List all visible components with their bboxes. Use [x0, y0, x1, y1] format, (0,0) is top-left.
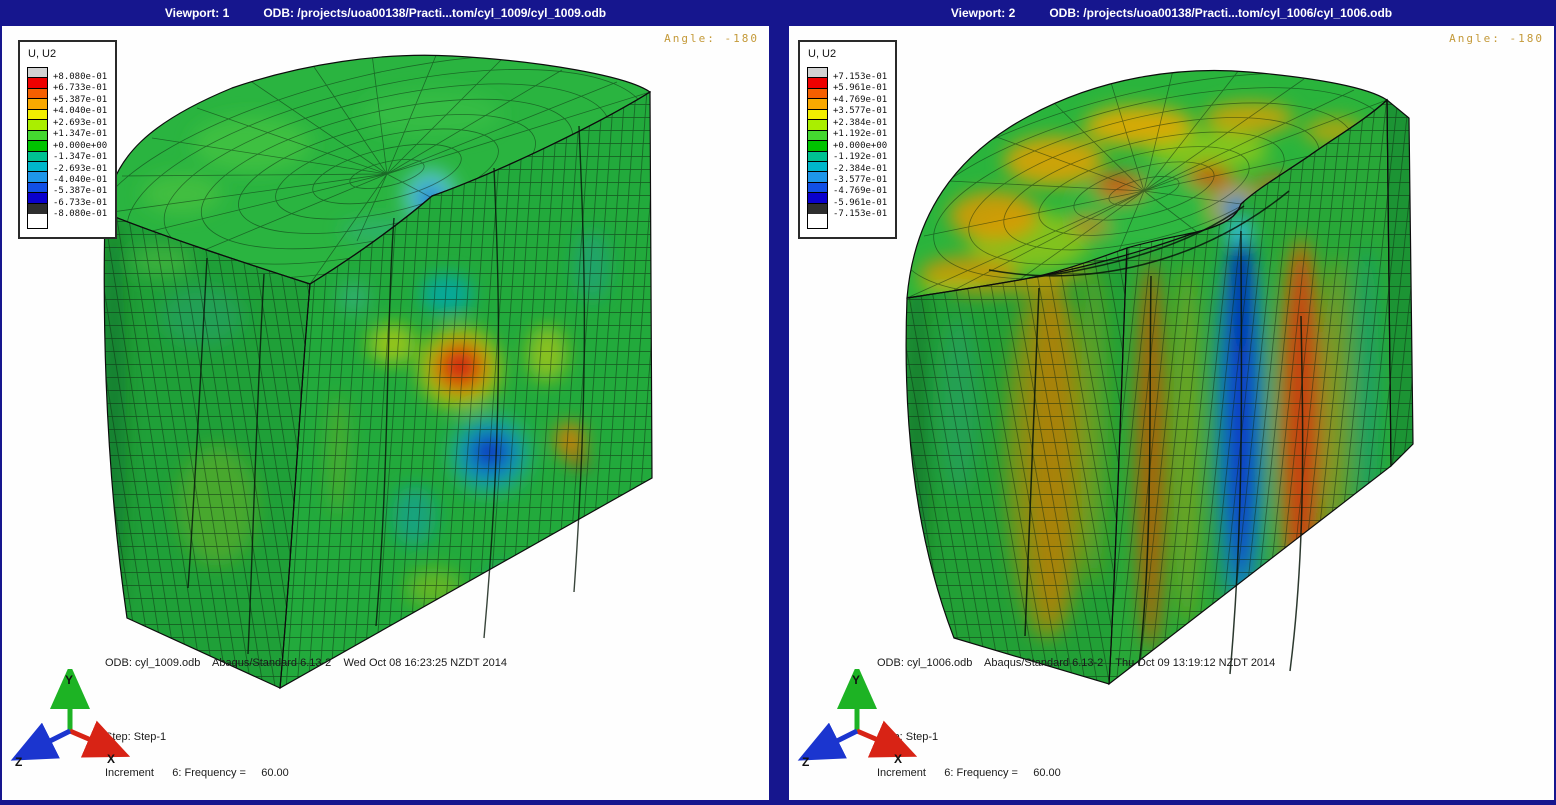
legend-value-label: -7.153e-01 — [833, 209, 888, 220]
legend-value-label: +0.000e+00 — [53, 140, 108, 151]
legend-value-label: +3.577e-01 — [833, 106, 888, 117]
legend-band — [808, 120, 827, 131]
legend-value-label: +2.384e-01 — [833, 117, 888, 128]
legend-band — [808, 99, 827, 110]
legend-band — [28, 141, 47, 152]
legend-band — [808, 193, 827, 204]
viewport-2: Viewport: 2 ODB: /projects/uoa00138/Prac… — [787, 0, 1556, 802]
legend-band — [28, 193, 47, 204]
contour-legend: U, U2 +7.153e-01 +5.961e-01 +4.769e-01 +3.5… — [798, 40, 898, 239]
legend-band — [808, 109, 827, 121]
legend-band — [28, 161, 47, 173]
legend-band — [808, 141, 827, 152]
legend-band — [808, 88, 827, 100]
legend-value-label: +6.733e-01 — [53, 83, 108, 94]
view-orientation-triad: Y X Z — [10, 669, 131, 769]
legend-value-label: -5.387e-01 — [53, 186, 108, 197]
legend-value-label: +1.192e-01 — [833, 129, 888, 140]
triad-y-label: Y — [852, 673, 860, 687]
legend-value-label: +4.769e-01 — [833, 94, 888, 105]
legend-value-label: -3.577e-01 — [833, 174, 888, 185]
legend-value-label: -2.693e-01 — [53, 163, 108, 174]
legend-band — [808, 172, 827, 183]
triad-y-label: Y — [65, 673, 73, 687]
legend-band — [808, 182, 827, 194]
state-line-increment: Increment 6: Frequency = 60.00 — [877, 767, 1061, 779]
x-axis-arrow — [69, 720, 131, 758]
legend-title: U, U2 — [28, 48, 57, 60]
legend-body: +7.153e-01 +5.961e-01 +4.769e-01 +3.577e-01… — [807, 67, 887, 229]
legend-band — [28, 120, 47, 131]
triad-x-label: X — [107, 752, 115, 766]
legend-value-label: -1.347e-01 — [53, 152, 108, 163]
legend-value-label: -1.192e-01 — [833, 152, 888, 163]
viewport-number-label: Viewport: 2 — [950, 6, 1016, 20]
state-line-increment: Increment 6: Frequency = 60.00 — [105, 767, 289, 779]
legend-band — [28, 182, 47, 194]
legend-color-bar — [27, 67, 48, 229]
viewport-2-titlebar[interactable]: Viewport: 2 ODB: /projects/uoa00138/Prac… — [787, 0, 1556, 26]
legend-band — [808, 68, 827, 79]
fea-model-cyl-1009[interactable] — [2, 26, 769, 800]
triad-z-label: Z — [15, 755, 22, 769]
viewport-1: Viewport: 1 ODB: /projects/uoa00138/Prac… — [0, 0, 771, 802]
legend-value-label: -8.080e-01 — [53, 209, 108, 220]
fea-model-cyl-1006[interactable] — [789, 26, 1554, 800]
angle-readout: Angle: -180 — [664, 32, 759, 45]
legend-value-label: +8.080e-01 — [53, 72, 108, 82]
legend-value-label: +4.040e-01 — [53, 106, 108, 117]
legend-value-labels: +7.153e-01 +5.961e-01 +4.769e-01 +3.577e-01… — [833, 67, 887, 229]
legend-band — [808, 151, 827, 162]
legend-band — [28, 88, 47, 100]
legend-value-label: +5.961e-01 — [833, 83, 888, 94]
legend-band — [808, 161, 827, 173]
legend-band — [28, 68, 47, 79]
legend-title: U, U2 — [808, 48, 837, 60]
legend-value-label: +2.693e-01 — [53, 117, 108, 128]
triad-z-label: Z — [802, 755, 809, 769]
legend-value-label: -2.384e-01 — [833, 163, 888, 174]
z-axis-arrow — [10, 722, 72, 761]
legend-band — [808, 203, 827, 215]
odb-status-line: ODB: cyl_1009.odb Abaqus/Standard 6.13-2… — [105, 657, 507, 669]
triad-x-label: X — [894, 752, 902, 766]
odb-path-label: ODB: /projects/uoa00138/Practi...tom/cyl… — [1049, 6, 1393, 20]
x-axis-arrow — [856, 720, 918, 758]
viewport-1-titlebar[interactable]: Viewport: 1 ODB: /projects/uoa00138/Prac… — [0, 0, 771, 26]
legend-color-bar — [807, 67, 828, 229]
legend-value-label: -4.769e-01 — [833, 186, 888, 197]
z-axis-arrow — [797, 722, 859, 761]
angle-readout: Angle: -180 — [1449, 32, 1544, 45]
odb-path-label: ODB: /projects/uoa00138/Practi...tom/cyl… — [263, 6, 607, 20]
legend-value-label: -5.961e-01 — [833, 197, 888, 208]
legend-band — [28, 130, 47, 142]
legend-band — [28, 151, 47, 162]
legend-body: +8.080e-01 +6.733e-01 +5.387e-01 +4.040e-01… — [27, 67, 107, 229]
contour-legend: U, U2 +8.080e-01 +6.733e-01 +5.387e-01 +4.0… — [18, 40, 118, 239]
legend-value-label: -6.733e-01 — [53, 197, 108, 208]
legend-band — [28, 172, 47, 183]
legend-value-label: +7.153e-01 — [833, 72, 888, 82]
analysis-state-block: Step: Step-1 Increment 6: Frequency = 60… — [105, 707, 385, 800]
legend-band — [808, 78, 827, 89]
viewport-2-canvas: Angle: -180 U, U2 +7.153e-01 +5.961e-01 +4… — [789, 26, 1554, 800]
legend-value-label: -4.040e-01 — [53, 174, 108, 185]
legend-band — [28, 78, 47, 89]
legend-band — [28, 203, 47, 215]
legend-value-label: +5.387e-01 — [53, 94, 108, 105]
legend-band — [28, 109, 47, 121]
viewport-number-label: Viewport: 1 — [164, 6, 230, 20]
legend-value-label: +0.000e+00 — [833, 140, 888, 151]
view-orientation-triad: Y X Z — [797, 669, 918, 769]
legend-value-label: +1.347e-01 — [53, 129, 108, 140]
odb-status-line: ODB: cyl_1006.odb Abaqus/Standard 6.13-2… — [877, 657, 1276, 669]
legend-band — [28, 99, 47, 110]
legend-band — [808, 130, 827, 142]
state-line-step: Step: Step-1 — [105, 731, 167, 743]
viewport-1-canvas: Angle: -180 U, U2 +8.080e-01 +6.733e-01 +5… — [2, 26, 769, 800]
legend-value-labels: +8.080e-01 +6.733e-01 +5.387e-01 +4.040e-01… — [53, 67, 107, 229]
